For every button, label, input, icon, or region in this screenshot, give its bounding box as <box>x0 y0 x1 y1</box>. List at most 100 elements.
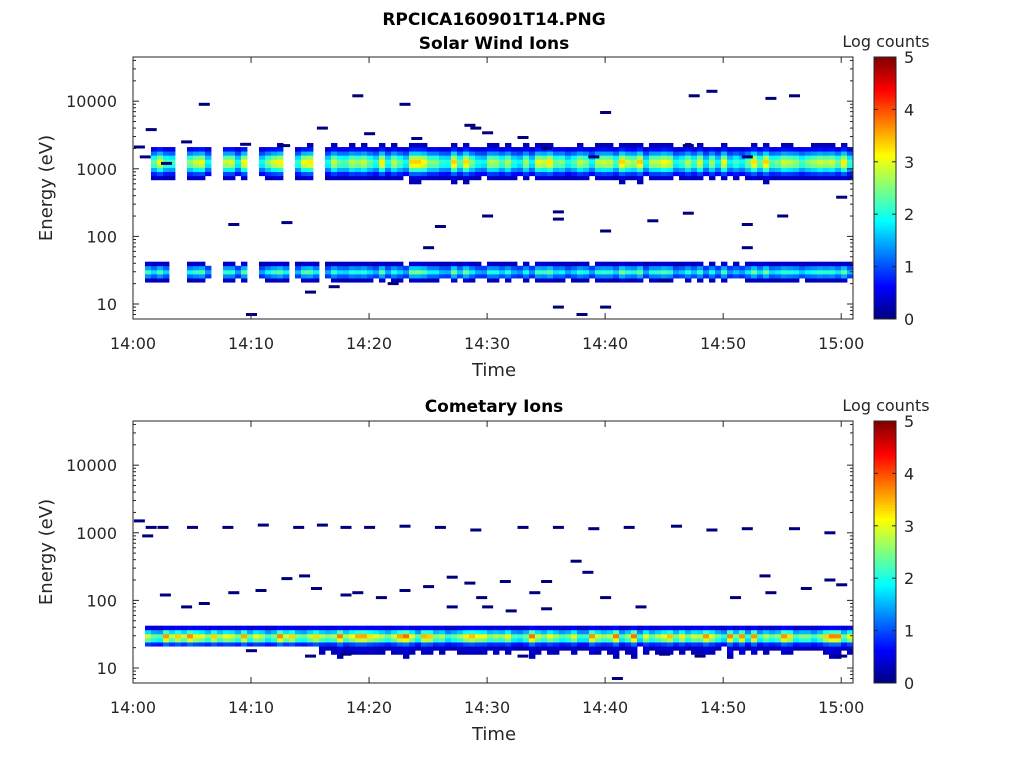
spectrogram-cell <box>775 155 782 160</box>
spectrogram-cell <box>427 278 434 283</box>
spectrogram-cell <box>625 151 632 156</box>
spectrogram-cell <box>793 175 800 181</box>
colorbar-tick-label: 2 <box>904 569 914 588</box>
spectrogram-cell <box>823 637 830 643</box>
spectrogram-cell <box>463 265 470 271</box>
spectrogram-cell <box>757 155 764 160</box>
spectrogram-cell <box>523 269 530 275</box>
spectrogram-cell <box>319 633 326 639</box>
spectrogram-cell <box>511 637 518 643</box>
spectrogram-cell <box>619 179 626 185</box>
spectrogram-cell <box>385 269 392 275</box>
spectrogram-cell <box>271 625 278 631</box>
plot-frame <box>132 56 854 320</box>
spectrogram-cell <box>589 159 596 164</box>
spectrogram-cell <box>295 273 302 279</box>
spectrogram-cell <box>325 633 332 639</box>
spectrogram-cell <box>281 577 293 581</box>
spectrogram-cell <box>331 642 338 647</box>
spectrogram-cell <box>667 278 674 283</box>
spectrogram-cell <box>763 642 770 647</box>
spectrogram-cell <box>552 217 564 221</box>
spectrogram-cell <box>295 155 302 160</box>
spectrogram-cell <box>583 147 590 152</box>
spectrogram-cell <box>259 269 266 275</box>
spectrogram-cell <box>559 159 566 164</box>
spectrogram-cell <box>271 637 278 643</box>
spectrogram-cell <box>421 159 428 164</box>
spectrogram-cell <box>313 269 320 275</box>
colorbar-segment <box>874 536 896 540</box>
spectrogram-cell <box>307 159 314 164</box>
spectrogram-cell <box>643 155 650 160</box>
spectrogram-cell <box>223 629 230 635</box>
spectrogram-cell <box>409 171 416 177</box>
spectrogram-cell <box>463 151 470 156</box>
spectrogram-cell <box>355 163 362 168</box>
spectrogram-cell <box>547 646 554 651</box>
spectrogram-cell <box>469 167 476 173</box>
spectrogram-cell <box>463 147 470 152</box>
spectrogram-cell <box>313 642 320 647</box>
spectrogram-cell <box>193 261 200 267</box>
spectrogram-cell <box>613 637 620 643</box>
spectrogram-cell <box>283 637 290 643</box>
spectrogram-cell <box>331 629 338 635</box>
spectrogram-cell <box>541 151 548 156</box>
spectrogram-cell <box>673 147 680 152</box>
spectrogram-cell <box>373 159 380 164</box>
spectrogram-cell <box>301 637 308 643</box>
spectrogram-cell <box>391 167 398 173</box>
spectrogram-cell <box>535 163 542 168</box>
spectrogram-cell <box>565 159 572 164</box>
colorbar-segment <box>874 470 896 474</box>
spectrogram-cell <box>289 642 296 647</box>
spectrogram-cell <box>781 147 788 152</box>
spectrogram-cell <box>799 646 806 651</box>
colorbar-segment <box>874 620 896 624</box>
spectrogram-cell <box>583 171 590 177</box>
spectrogram-cell <box>391 625 398 631</box>
spectrogram-cell <box>367 167 374 173</box>
spectrogram-cell <box>367 278 374 283</box>
spectrogram-cell <box>279 144 291 148</box>
spectrogram-cell <box>829 265 836 271</box>
spectrogram-cell <box>721 147 728 152</box>
spectrogram-cell <box>271 261 278 267</box>
spectrogram-cell <box>163 633 170 639</box>
spectrogram-cell <box>835 625 842 631</box>
spectrogram-cell <box>811 147 818 152</box>
spectrogram-cell <box>643 163 650 168</box>
spectrogram-cell <box>619 163 626 168</box>
spectrogram-cell <box>745 629 752 635</box>
spectrogram-cell <box>649 151 656 156</box>
spectrogram-cell <box>625 269 632 275</box>
spectrogram-cell <box>379 159 386 164</box>
spectrogram-cell <box>765 96 777 100</box>
spectrogram-cell <box>451 265 458 271</box>
spectrogram-cell <box>349 625 356 631</box>
spectrogram-cell <box>529 629 536 635</box>
spectrogram-cell <box>811 646 818 651</box>
spectrogram-cell <box>547 163 554 168</box>
spectrogram-cell <box>817 629 824 635</box>
spectrogram-cell <box>481 637 488 643</box>
spectrogram-cell <box>235 147 242 152</box>
spectrogram-cell <box>337 163 344 168</box>
colorbar-segment <box>874 85 896 89</box>
spectrogram-cell <box>541 146 553 150</box>
spectrogram-cell <box>565 155 572 160</box>
spectrogram-cell <box>631 273 638 279</box>
spectrogram-cell <box>427 637 434 643</box>
spectrogram-cell <box>169 159 176 164</box>
spectrogram-cell <box>415 637 422 643</box>
spectrogram-cell <box>694 654 706 658</box>
spectrogram-cell <box>427 167 434 173</box>
spectrogram-cell <box>373 147 380 152</box>
spectrogram-cell <box>823 265 830 271</box>
spectrogram-cell <box>391 273 398 279</box>
spectrogram-cell <box>457 261 464 267</box>
colorbar-segment <box>874 483 896 487</box>
spectrogram-cell <box>667 642 674 647</box>
spectrogram-cell <box>181 140 193 144</box>
